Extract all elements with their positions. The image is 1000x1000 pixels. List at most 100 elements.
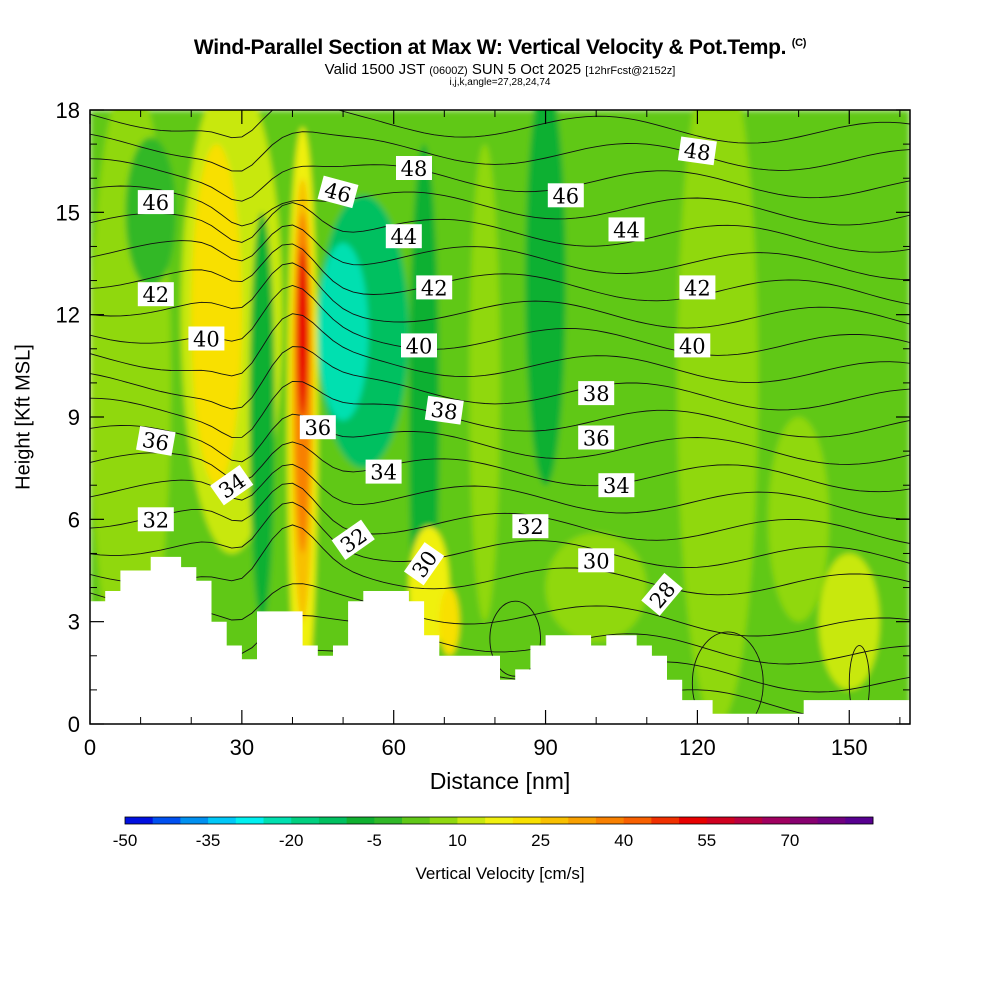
updraft-core-secondary <box>191 144 242 486</box>
theta-contour-line <box>90 501 910 569</box>
terrain-fill <box>90 556 910 725</box>
contour-label-text: 42 <box>142 283 169 307</box>
contour-label-text: 40 <box>679 334 706 358</box>
contour-label-text: 42 <box>684 276 711 300</box>
y-tick-label: 15 <box>56 200 80 225</box>
contour-label: 38 <box>578 381 615 406</box>
updraft-weak-band <box>469 144 500 622</box>
contour-label: 32 <box>137 507 174 532</box>
contour-label: 42 <box>416 275 453 300</box>
colorbar-swatch <box>734 817 763 824</box>
theta-contour-line <box>90 185 910 227</box>
theta-contour-line <box>90 243 910 305</box>
contour-label: 42 <box>137 282 174 307</box>
contour-label-text: 34 <box>370 461 397 485</box>
colorbar-swatch <box>540 817 569 824</box>
title-text: Wind-Parallel Section at Max W: Vertical… <box>193 36 787 59</box>
x-tick-label: 60 <box>381 735 405 760</box>
y-tick-label: 3 <box>68 610 80 635</box>
colorbar-swatch <box>817 817 846 824</box>
contour-label-text: 38 <box>583 382 610 406</box>
colorbar-swatch <box>291 817 320 824</box>
contour-label-text: 32 <box>517 515 544 539</box>
theta-contour-line <box>691 631 764 724</box>
theta-contour-line <box>90 482 910 544</box>
contour-label: 40 <box>674 333 711 358</box>
theta-contour-line <box>90 583 910 637</box>
contour-label: 36 <box>578 425 615 451</box>
y-tick-label: 18 <box>56 98 80 123</box>
colorbar-label: Vertical Velocity [cm/s] <box>415 864 585 883</box>
copyright-mark: (C) <box>791 37 807 49</box>
theta-contour-line <box>90 524 910 596</box>
contour-label-text: 40 <box>193 328 220 352</box>
chart-title: Wind-Parallel Section at Max W: Vertical… <box>0 36 1000 60</box>
theta-contour-line <box>90 158 910 202</box>
colorbar-swatch <box>568 817 597 824</box>
downdraft-core <box>317 243 369 421</box>
colorbar-tick-label: 55 <box>697 831 716 850</box>
colorbar-tick-label: 25 <box>531 831 550 850</box>
colorbar: -50 -35 -20 -5 10 25 40 55 70 <box>113 816 874 850</box>
y-tick-label: 9 <box>68 405 80 430</box>
theta-contour-line <box>90 285 910 356</box>
contour-label: 42 <box>679 275 716 300</box>
y-tick-label: 0 <box>68 712 80 737</box>
theta-contour-line <box>90 413 910 465</box>
x-tick-label: 120 <box>679 735 716 760</box>
colorbar-swatch <box>485 817 514 824</box>
updraft-weak-band <box>545 532 647 643</box>
theta-contour-line <box>90 262 910 329</box>
contour-label: 48 <box>396 156 432 181</box>
contour-label-text: 34 <box>603 474 630 498</box>
updraft-weak-band <box>677 110 759 724</box>
contour-label: 48 <box>677 136 717 166</box>
colorbar-swatch <box>706 817 735 824</box>
colorbar-swatch <box>402 817 431 824</box>
contour-label: 46 <box>547 183 584 208</box>
colorbar-swatch <box>789 817 818 824</box>
chart-indices: i,j,k,angle=27,28,24,74 <box>449 77 551 88</box>
updraft-core-max <box>297 246 309 417</box>
theta-contour-line <box>90 313 910 384</box>
contour-label: 44 <box>608 217 645 242</box>
contour-label: 36 <box>135 425 176 456</box>
valid-date: SUN 5 Oct 2025 <box>471 61 582 78</box>
y-axis-label-text: Height [Kft MSL] <box>12 344 35 490</box>
colorbar-swatch <box>180 817 209 824</box>
updraft-low-level <box>439 587 460 656</box>
theta-contour-line <box>489 600 541 677</box>
theta-contour-line <box>90 224 910 280</box>
colorbar-swatch <box>318 817 348 824</box>
contour-label: 44 <box>385 224 422 249</box>
colorbar-swatch <box>845 817 874 824</box>
theta-contour-line <box>90 380 910 438</box>
x-tick-label: 90 <box>533 735 557 760</box>
contour-label: 40 <box>188 326 225 352</box>
colorbar-tick-label: -20 <box>279 831 304 850</box>
contour-label-text: 30 <box>583 549 610 573</box>
contour-label: 34 <box>365 459 402 485</box>
x-tick-label: 150 <box>831 735 868 760</box>
theta-contour-line <box>90 346 910 411</box>
contour-label-text: 48 <box>682 138 712 165</box>
colorbar-swatch <box>512 817 541 824</box>
colorbar-tick-label: 70 <box>780 831 799 850</box>
theta-contour-line <box>90 110 910 144</box>
colorbar-swatch <box>125 817 154 824</box>
colorbar-swatch <box>346 817 375 824</box>
colorbar-tick-label: 40 <box>614 831 633 850</box>
x-axis-label: Distance [nm] <box>429 768 571 794</box>
contour-label-text: 48 <box>401 157 428 181</box>
contour-label: 32 <box>512 514 549 539</box>
downdraft-weak <box>525 110 566 486</box>
contour-label-text: 36 <box>304 416 331 440</box>
chart-subtitle: Valid 1500 JST (0600Z) SUN 5 Oct 2025 [1… <box>0 61 1000 78</box>
theta-contour-line <box>90 202 910 253</box>
colorbar-tick-label: -5 <box>367 831 382 850</box>
y-tick-label: 6 <box>68 507 80 532</box>
valid-time: Valid 1500 JST <box>324 61 426 78</box>
contour-label-text: 46 <box>552 184 579 208</box>
